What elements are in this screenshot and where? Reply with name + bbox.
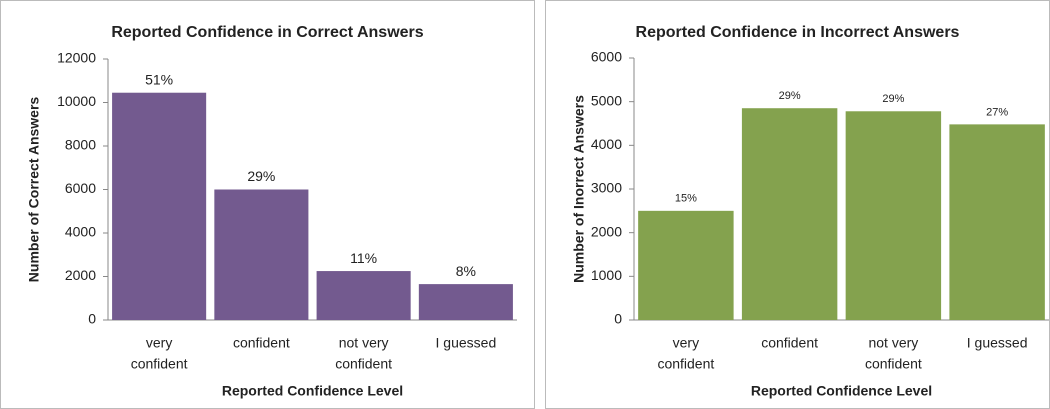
y-tick-label: 5000 <box>591 92 622 108</box>
x-tick-label: confident <box>865 356 922 372</box>
x-axis-title: Reported Confidence Level <box>751 383 932 399</box>
y-tick-label: 4000 <box>591 136 622 152</box>
x-tick-label: confident <box>131 356 188 372</box>
x-tick-label: confident <box>657 356 714 372</box>
y-tick-label: 10000 <box>57 93 96 109</box>
x-axis-title: Reported Confidence Level <box>222 383 403 399</box>
y-tick-label: 6000 <box>65 180 96 196</box>
chart-title: Reported Confidence in Correct Answers <box>111 24 423 41</box>
data-label: 8% <box>456 263 476 279</box>
bar <box>845 111 942 320</box>
x-tick-label: confident <box>335 356 392 372</box>
y-axis-title: Number of Inorrect Answers <box>571 95 587 283</box>
bar <box>949 124 1045 320</box>
data-label: 27% <box>986 106 1008 118</box>
bar <box>638 210 734 320</box>
x-tick-label: not very <box>339 335 389 351</box>
x-tick-label: confident <box>233 335 290 351</box>
x-tick-label: confident <box>761 335 818 351</box>
bar <box>214 189 309 320</box>
bar <box>112 92 207 321</box>
y-tick-label: 2000 <box>65 267 96 283</box>
y-tick-label: 0 <box>88 311 96 327</box>
y-tick-label: 8000 <box>65 137 96 153</box>
y-tick-label: 4000 <box>65 224 96 240</box>
data-label: 29% <box>882 93 904 105</box>
chart-panel: Reported Confidence in Correct Answers 0 2… <box>0 0 535 409</box>
y-tick-label: 2000 <box>591 223 622 239</box>
x-tick-label: I guessed <box>967 335 1028 351</box>
x-tick-label: not very <box>868 335 918 351</box>
y-tick-label: 3000 <box>591 180 622 196</box>
chart-title: Reported Confidence in Incorrect Answers <box>636 24 960 41</box>
y-tick-label: 6000 <box>591 49 622 65</box>
chart-panel: Reported Confidence in Incorrect Answers… <box>545 0 1050 409</box>
y-tick-label: 1000 <box>591 267 622 283</box>
x-tick-label: very <box>673 335 699 351</box>
y-tick-label: 12000 <box>57 50 96 66</box>
y-tick-label: 0 <box>614 311 622 327</box>
data-label: 29% <box>779 90 801 102</box>
data-label: 51% <box>145 71 173 87</box>
x-tick-label: I guessed <box>436 335 497 351</box>
bar <box>316 271 411 320</box>
x-tick-label: very <box>146 335 172 351</box>
data-label: 11% <box>350 250 377 266</box>
data-label: 15% <box>675 193 697 205</box>
y-axis-title: Number of Correct Answers <box>26 97 42 283</box>
bar <box>418 284 513 320</box>
bar <box>741 108 838 320</box>
data-label: 29% <box>247 168 275 184</box>
